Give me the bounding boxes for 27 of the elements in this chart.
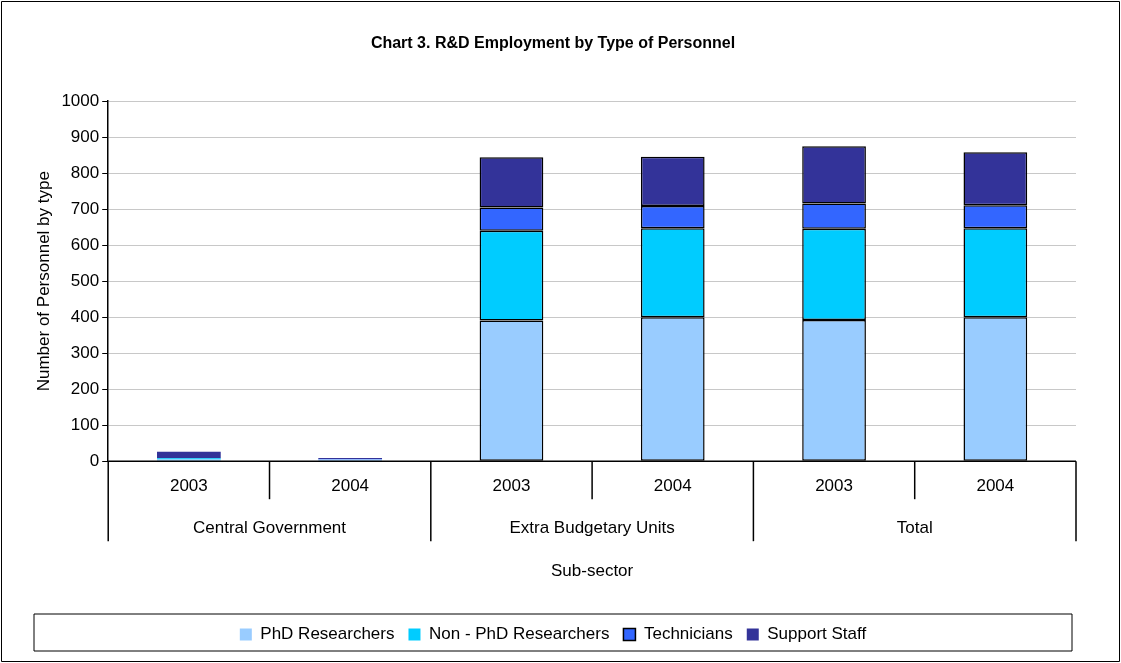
y-tick-label: 500 (70, 270, 100, 290)
chart-title: Chart 3. R&D Employment by Type of Personnel (370, 34, 736, 52)
y-tick-label: 300 (70, 342, 100, 362)
text: Central Government (192, 517, 347, 537)
y-tick-label: 0 (89, 450, 100, 470)
x-tick-label: 2003 (492, 476, 531, 496)
x-tick-label: 2004 (653, 476, 692, 496)
text: Total (896, 517, 933, 537)
legend-label: Non - PhD Researchers (428, 624, 610, 644)
legend-label: Support Staff (767, 624, 867, 644)
y-tick-label: 1000 (61, 90, 100, 110)
y-axis-title: Number of Personnel by type (33, 171, 53, 392)
text: Extra Budgetary Units (509, 517, 675, 537)
y-tick-label: 200 (70, 378, 100, 398)
y-tick-label: 800 (70, 162, 100, 182)
y-tick-label: 700 (70, 198, 100, 218)
y-tick-label: 900 (70, 126, 100, 146)
x-axis-title: Sub-sector (551, 561, 634, 581)
y-tick-label: 600 (70, 234, 100, 254)
x-tick-label: 2003 (815, 476, 853, 496)
legend-label: PhD Researchers (260, 624, 395, 644)
y-tick-label: 100 (70, 414, 100, 434)
y-tick-label: 400 (70, 306, 100, 326)
x-tick-label: 2003 (169, 476, 208, 496)
x-tick-label: 2004 (331, 476, 370, 496)
x-tick-label: 2004 (976, 476, 1015, 496)
legend-label: Technicians (643, 624, 733, 644)
